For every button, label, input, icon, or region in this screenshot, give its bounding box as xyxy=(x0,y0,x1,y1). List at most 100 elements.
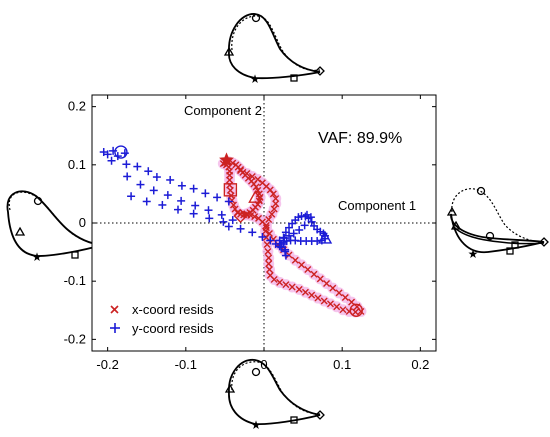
x-coord-point xyxy=(295,285,303,293)
y-coord-point xyxy=(103,150,112,159)
x-tick-label: 0.1 xyxy=(333,357,351,372)
y-coord-point xyxy=(266,236,275,245)
y-coord-point xyxy=(204,206,213,215)
x-tick-label: 0.2 xyxy=(411,357,429,372)
x-coord-point xyxy=(301,288,309,296)
x-coord-point xyxy=(265,266,273,274)
y-coord-point xyxy=(285,231,294,240)
y-coord-point xyxy=(191,201,200,210)
x-special-circle xyxy=(349,303,363,317)
x-coord-point xyxy=(339,306,347,314)
x-coord-point xyxy=(348,298,356,306)
y-tick-label: -0.1 xyxy=(64,273,86,288)
svg-text:★: ★ xyxy=(468,247,479,261)
vaf-label: VAF: 89.9% xyxy=(318,130,402,147)
x-special-star xyxy=(219,152,234,167)
y-coord-point xyxy=(113,152,122,161)
y-coord-point xyxy=(306,213,315,222)
x-coord-point xyxy=(333,303,341,311)
svg-text:★: ★ xyxy=(250,72,261,86)
x-coord-point xyxy=(237,167,245,175)
y-coord-point xyxy=(213,193,222,202)
x-coord-point xyxy=(298,261,306,269)
x-coord-point xyxy=(276,278,284,286)
x-tick-label: -0.2 xyxy=(96,357,118,372)
x-coord-point xyxy=(252,183,260,191)
series-y-coord-resids xyxy=(99,146,329,260)
y-coord-point xyxy=(228,216,237,225)
y-tick-label: 0.2 xyxy=(68,99,86,114)
x-coord-point xyxy=(341,293,349,301)
x-coord-point xyxy=(308,291,316,299)
y-coord-point xyxy=(236,224,245,233)
x-coord-point xyxy=(272,195,280,203)
x-coord-point xyxy=(226,186,234,194)
y-coord-point xyxy=(133,162,142,171)
x-coord-point xyxy=(335,289,343,297)
x-coord-point xyxy=(243,170,251,178)
y-coord-point xyxy=(224,222,233,231)
y-coord-point xyxy=(205,214,214,223)
trajectory-sketch-top: ★ xyxy=(223,13,325,86)
y-coord-point xyxy=(201,189,210,198)
x-special-square xyxy=(223,183,238,197)
x-coord-point xyxy=(316,275,324,283)
y-coord-point xyxy=(275,236,284,245)
y-tick-label: 0.1 xyxy=(68,157,86,172)
axis-ticks: -0.2 -0.1 0 0.1 0.2 0.2 0.1 0 -0.1 -0.2 xyxy=(64,95,436,372)
x-coord-point xyxy=(263,241,271,249)
x-coord-point xyxy=(265,260,273,268)
x-tick-label: -0.1 xyxy=(175,357,197,372)
y-coord-point xyxy=(174,205,182,214)
y-coord-point xyxy=(142,197,151,206)
y-coord-point xyxy=(107,156,116,165)
y-tick-label: -0.2 xyxy=(64,331,86,346)
y-coord-point xyxy=(289,229,298,238)
y-coord-point xyxy=(285,223,294,232)
y-coord-point xyxy=(158,200,167,209)
legend-plus-marker-icon xyxy=(110,323,120,333)
legend-entry-y-coord: y-coord resids xyxy=(132,321,214,336)
y-coord-point xyxy=(177,196,186,205)
y-coord-point xyxy=(152,173,161,182)
y-coord-point xyxy=(149,186,158,195)
y-special-circle xyxy=(114,145,128,159)
y-coord-point xyxy=(189,184,198,193)
component-2-label: Component 2 xyxy=(184,103,262,118)
x-coord-point xyxy=(251,213,259,221)
legend-x-marker-icon xyxy=(110,305,119,314)
x-coord-point xyxy=(326,300,334,308)
x-coord-point xyxy=(272,200,280,208)
y-coord-point xyxy=(219,217,228,226)
x-coord-point xyxy=(351,308,359,316)
component-1-label: Component 1 xyxy=(338,198,416,213)
x-coord-point xyxy=(248,172,256,180)
svg-text:★: ★ xyxy=(32,250,43,264)
svg-text:★: ★ xyxy=(251,418,262,432)
trajectory-sketch-right: ★ xyxy=(446,186,549,261)
y-coord-point xyxy=(166,175,175,184)
x-coord-point xyxy=(291,256,299,264)
x-coord-point xyxy=(265,216,273,224)
x-coord-point xyxy=(269,190,277,198)
trajectory-sketch-bottom: ★ xyxy=(224,359,325,432)
y-coord-point xyxy=(307,217,316,226)
x-coord-point xyxy=(268,210,276,218)
y-special-triangle xyxy=(317,230,333,244)
x-coord-point xyxy=(265,229,273,237)
x-coord-point xyxy=(310,270,318,278)
x-coord-point xyxy=(262,224,270,232)
y-coord-point xyxy=(136,180,145,189)
y-coord-point xyxy=(127,192,136,201)
x-coord-point xyxy=(270,275,278,283)
x-coord-point xyxy=(254,175,262,183)
y-coord-point xyxy=(280,234,289,243)
x-coord-point xyxy=(320,297,328,305)
x-coord-point xyxy=(231,205,239,213)
y-coord-point xyxy=(300,221,309,230)
y-coord-point xyxy=(281,245,290,254)
y-coord-point xyxy=(217,210,226,219)
y-coord-point xyxy=(144,167,153,176)
y-tick-label: 0 xyxy=(79,215,86,230)
